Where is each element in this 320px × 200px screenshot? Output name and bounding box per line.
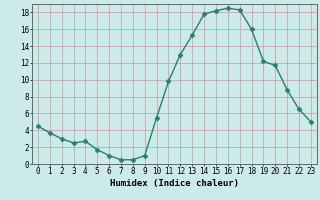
X-axis label: Humidex (Indice chaleur): Humidex (Indice chaleur): [110, 179, 239, 188]
